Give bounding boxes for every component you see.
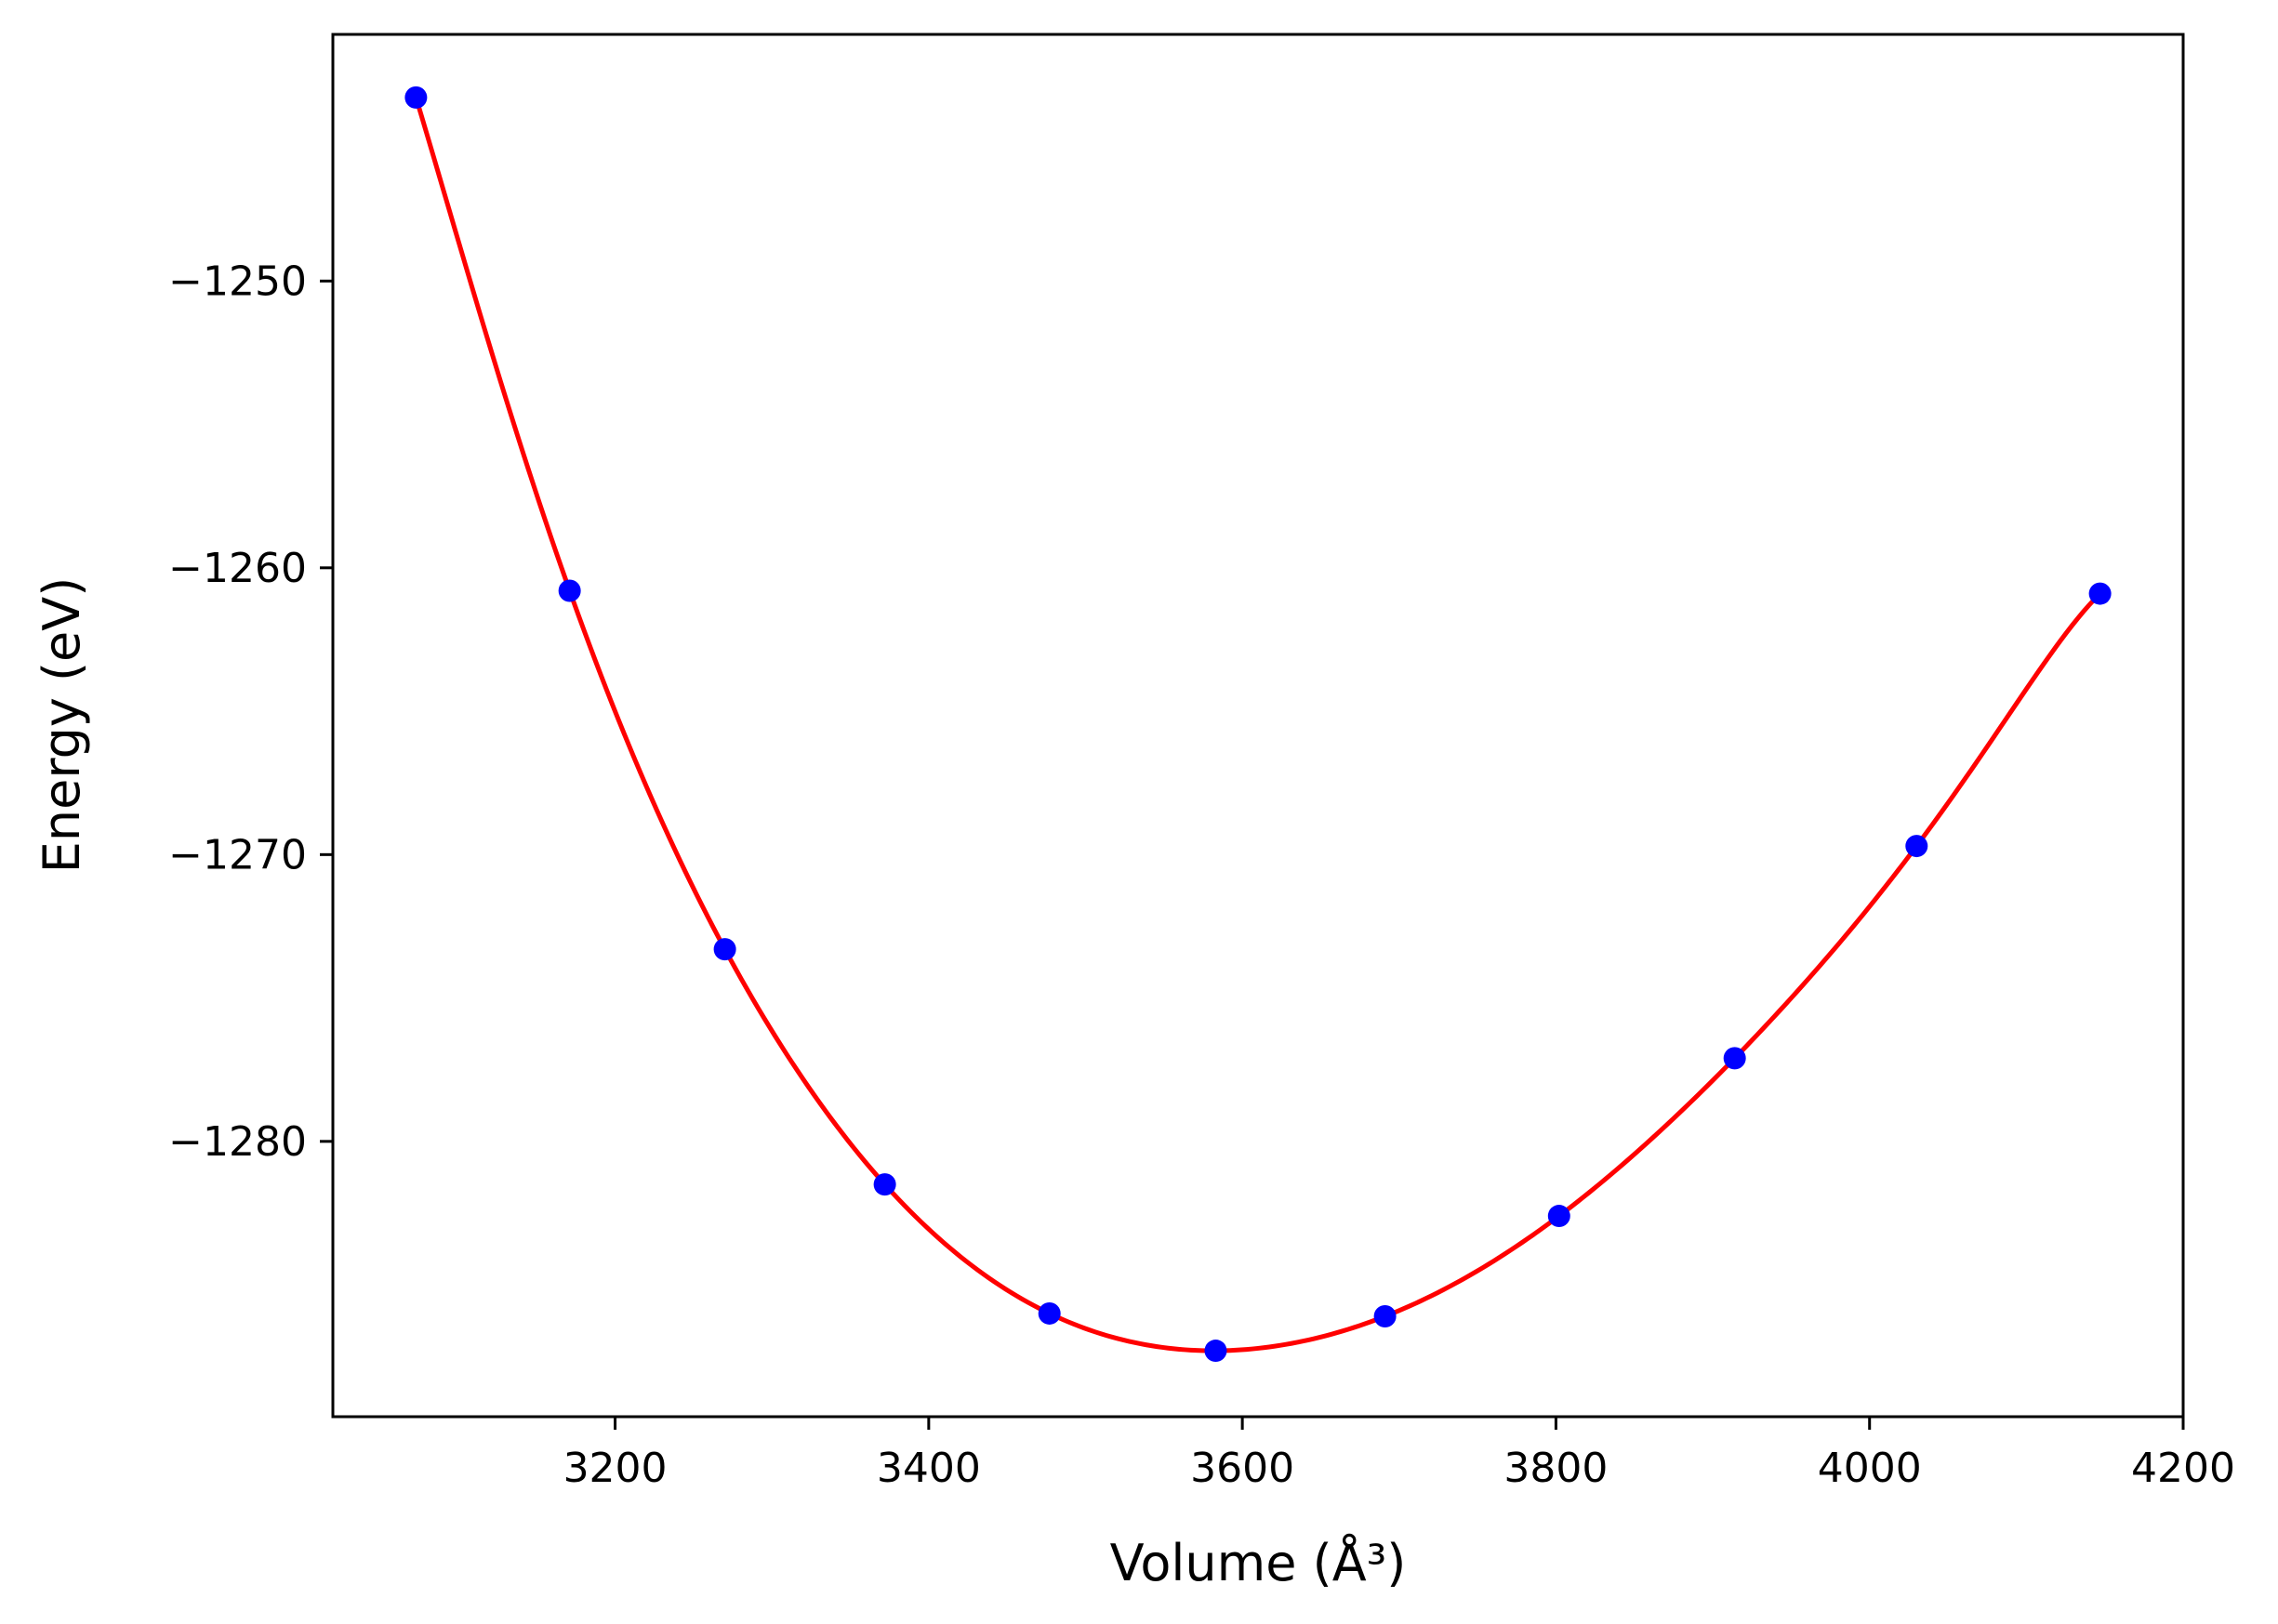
y-tick-label: −1260: [168, 545, 307, 592]
data-point: [558, 579, 581, 602]
data-point: [1373, 1305, 1397, 1328]
data-point: [404, 86, 428, 109]
fit-curve: [413, 97, 2102, 1353]
data-point: [1547, 1205, 1570, 1228]
x-tick-label: 3800: [1503, 1445, 1608, 1492]
x-tick-label: 4200: [2131, 1445, 2235, 1492]
data-points: [404, 86, 2112, 1363]
x-axis-label: Volume (Å³): [1110, 1533, 1407, 1592]
y-tick-label: −1280: [168, 1118, 307, 1166]
data-point: [1038, 1301, 1061, 1325]
y-axis-label: Energy (eV): [33, 577, 91, 874]
x-tick-label: 3400: [877, 1445, 981, 1492]
data-point: [713, 938, 736, 961]
data-point: [873, 1173, 896, 1196]
data-point: [1204, 1340, 1227, 1363]
x-tick-label: 3200: [563, 1445, 668, 1492]
data-point: [1905, 835, 1928, 858]
plot-frame: [331, 33, 2185, 1419]
x-axis-ticks: 3200 3400 3600 3800 4000 4200: [563, 1417, 2235, 1492]
data-point: [1723, 1047, 1746, 1070]
x-tick-label: 4000: [1818, 1445, 1922, 1492]
y-tick-label: −1270: [168, 831, 307, 878]
plot-area: [333, 34, 2183, 1417]
x-tick-label: 3600: [1190, 1445, 1294, 1492]
data-point: [2088, 582, 2112, 605]
y-axis-ticks: −1280 −1270 −1260 −1250: [168, 257, 333, 1166]
y-tick-label: −1250: [168, 257, 307, 305]
